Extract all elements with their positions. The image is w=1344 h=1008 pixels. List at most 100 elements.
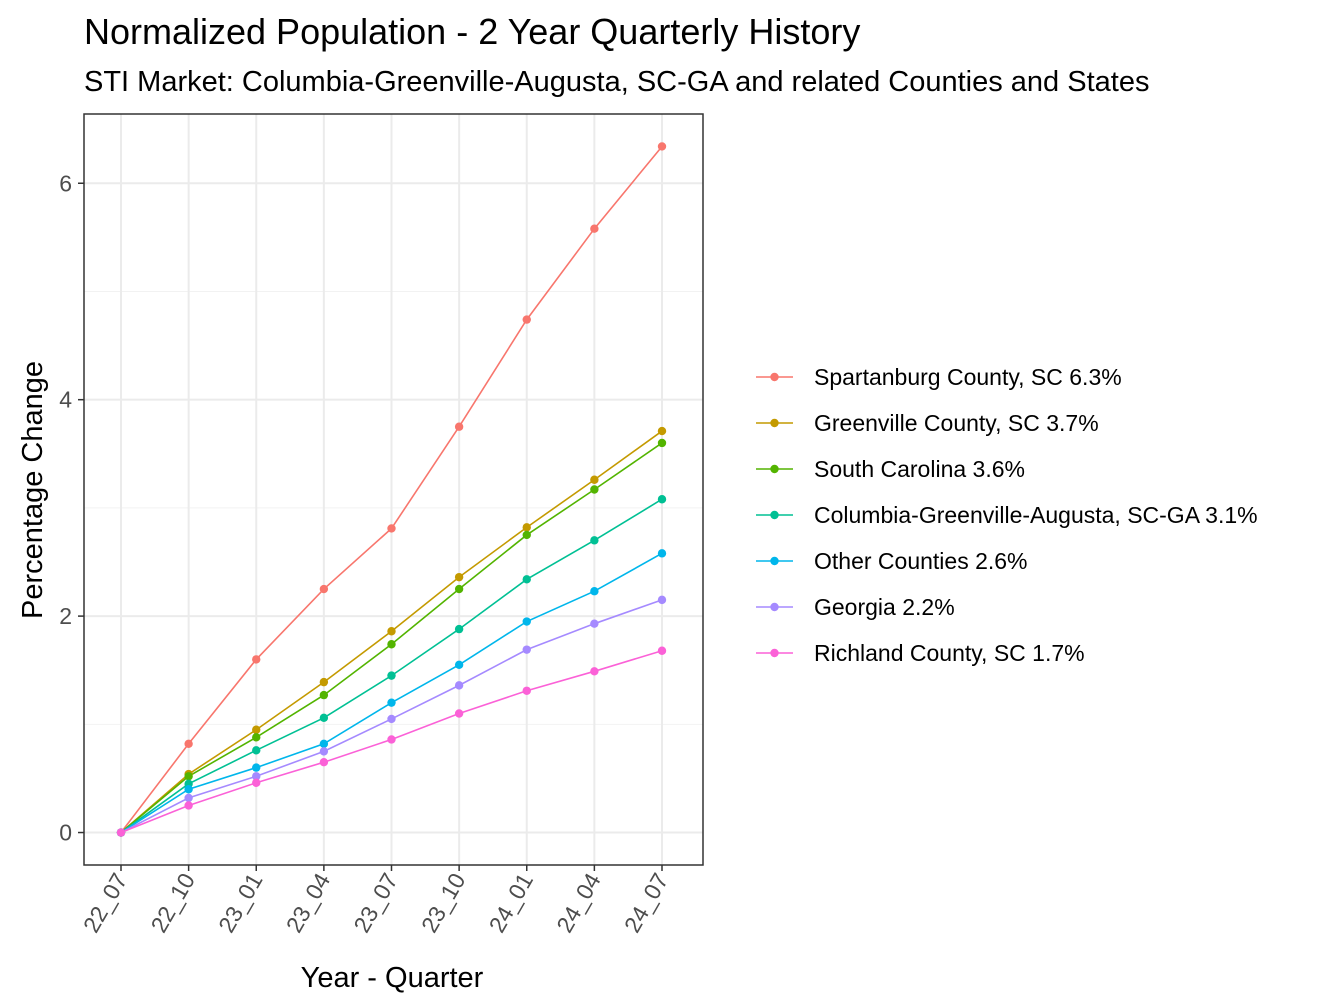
- data-point: [387, 640, 396, 649]
- data-point: [184, 793, 193, 803]
- legend-key-point: [770, 464, 779, 474]
- x-tick-label: 24_07: [619, 869, 674, 937]
- data-point: [522, 617, 531, 626]
- data-point: [387, 735, 396, 744]
- data-point: [319, 677, 329, 687]
- x-tick-label: 23_07: [348, 869, 403, 937]
- data-point: [590, 619, 599, 628]
- data-point: [522, 645, 531, 654]
- legend-label: Richland County, SC 1.7%: [814, 640, 1085, 666]
- data-point: [454, 660, 464, 670]
- legend-label: Greenville County, SC 3.7%: [814, 410, 1099, 436]
- legend-key-point: [770, 648, 779, 658]
- chart-title: Normalized Population - 2 Year Quarterly…: [84, 11, 860, 52]
- x-tick-label: 23_04: [281, 868, 336, 937]
- data-point: [522, 315, 531, 324]
- data-point: [252, 778, 261, 787]
- y-axis: 0 2 4 6: [59, 170, 84, 846]
- x-tick-label: 22_10: [145, 869, 200, 937]
- data-point: [387, 524, 396, 533]
- x-tick-label: 22_07: [78, 869, 133, 937]
- plot-border: [83, 113, 704, 866]
- x-tick-label: 24_01: [484, 869, 539, 937]
- data-point: [319, 713, 329, 723]
- legend-label: Other Counties 2.6%: [814, 548, 1028, 574]
- legend-label: Columbia-Greenville-Augusta, SC-GA 3.1%: [814, 502, 1258, 528]
- data-point: [184, 785, 193, 794]
- data-point: [522, 575, 531, 584]
- legend-key-point: [770, 372, 779, 382]
- legend-key-point: [770, 556, 779, 566]
- data-point: [590, 485, 599, 494]
- data-point: [657, 549, 667, 558]
- data-point: [657, 142, 667, 151]
- data-point: [184, 739, 193, 749]
- data-point: [454, 572, 464, 582]
- data-point: [657, 495, 667, 504]
- data-point: [252, 733, 261, 742]
- plot-panel: [83, 113, 704, 866]
- data-point: [252, 746, 261, 755]
- x-tick-label: 23_01: [213, 869, 268, 937]
- y-tick-label: 4: [59, 387, 72, 413]
- data-point: [252, 772, 261, 781]
- legend-item: Greenville County, SC 3.7%: [756, 410, 1099, 436]
- data-point: [454, 709, 464, 718]
- legend-label: South Carolina 3.6%: [814, 456, 1025, 482]
- legend-item: Georgia 2.2%: [756, 594, 955, 620]
- data-point: [590, 224, 599, 233]
- legend-key-point: [770, 602, 779, 612]
- data-point: [319, 757, 329, 767]
- data-point: [184, 801, 193, 810]
- data-point: [387, 671, 396, 680]
- x-tick-label: 24_04: [551, 868, 606, 937]
- data-point: [387, 627, 396, 636]
- data-point: [590, 587, 599, 596]
- series-points: [116, 142, 667, 837]
- data-point: [522, 686, 531, 695]
- data-point: [319, 584, 329, 594]
- data-point: [116, 828, 126, 837]
- y-tick-label: 6: [59, 170, 72, 196]
- major-gridlines: [84, 114, 703, 865]
- legend-item: Columbia-Greenville-Augusta, SC-GA 3.1%: [756, 502, 1258, 528]
- data-point: [252, 725, 261, 734]
- data-point: [454, 681, 464, 690]
- data-point: [454, 422, 464, 431]
- data-point: [657, 438, 667, 448]
- data-point: [590, 667, 599, 676]
- legend-item: South Carolina 3.6%: [756, 456, 1025, 482]
- data-point: [657, 595, 667, 605]
- data-point: [522, 530, 531, 540]
- data-point: [319, 690, 329, 700]
- data-point: [319, 739, 329, 749]
- data-point: [252, 655, 261, 664]
- data-point: [319, 747, 329, 756]
- data-point: [657, 646, 667, 655]
- legend-key-point: [770, 510, 779, 520]
- legend-item: Richland County, SC 1.7%: [756, 640, 1085, 666]
- legend-item: Spartanburg County, SC 6.3%: [756, 364, 1122, 390]
- data-point: [590, 536, 599, 545]
- data-point: [184, 772, 193, 781]
- x-axis-title: Year - Quarter: [301, 962, 484, 994]
- chart-subtitle: STI Market: Columbia-Greenville-Augusta,…: [84, 66, 1149, 98]
- y-tick-label: 2: [59, 603, 72, 629]
- legend-label: Spartanburg County, SC 6.3%: [814, 364, 1122, 390]
- y-tick-label: 0: [59, 820, 72, 846]
- x-axis: 22_07 22_10 23_01 23_04 23_07 23_10 24_01 24_04…: [78, 865, 674, 937]
- data-point: [454, 624, 464, 634]
- data-point: [590, 475, 599, 484]
- data-point: [522, 523, 531, 532]
- plot-background: [84, 114, 703, 865]
- legend-key-point: [770, 418, 779, 428]
- data-point: [454, 584, 464, 594]
- y-axis-title: Percentage Change: [17, 361, 49, 619]
- data-point: [387, 714, 396, 724]
- minor-gridlines: [84, 290, 703, 725]
- legend-label: Georgia 2.2%: [814, 594, 955, 620]
- x-tick-label: 23_10: [416, 869, 471, 937]
- data-point: [387, 698, 396, 707]
- legend: Spartanburg County, SC 6.3% Greenville Co…: [756, 364, 1258, 666]
